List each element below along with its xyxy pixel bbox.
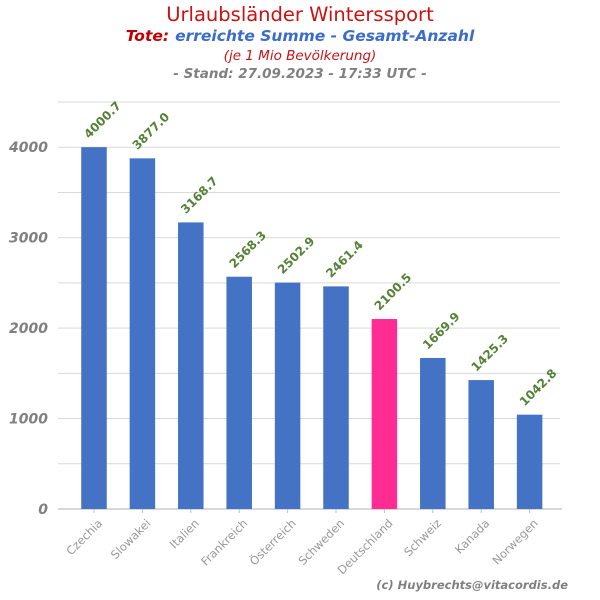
value-label-kanada: 1425.3 xyxy=(468,332,511,375)
category-label-oesterreich: Österreich xyxy=(245,515,298,568)
value-label-frankreich: 2568.3 xyxy=(226,228,269,271)
value-label-schweden: 2461.4 xyxy=(323,238,366,281)
value-label-deutschland: 2100.5 xyxy=(372,270,415,313)
subtitle-prefix: Tote: xyxy=(125,27,170,45)
category-label-czechia: Czechia xyxy=(63,516,105,558)
y-axis-label: 2000 xyxy=(9,321,48,337)
chart-title: Urlaubsländer Winterssport xyxy=(166,3,434,26)
value-label-czechia: 4000.7 xyxy=(81,99,124,142)
category-label-schweiz: Schweiz xyxy=(401,516,444,559)
bar-deutschland xyxy=(371,319,398,509)
category-label-frankreich: Frankreich xyxy=(198,516,250,568)
bar-kanada xyxy=(468,380,494,509)
chart-header: Urlaubsländer Winterssport Tote: erreicht… xyxy=(0,0,600,82)
value-label-norwegen: 1042.8 xyxy=(517,366,560,409)
category-label-kanada: Kanada xyxy=(452,516,492,556)
bar-italien xyxy=(178,222,204,509)
subtitle-note: (je 1 Mio Bevölkerung) xyxy=(223,48,377,64)
subtitle-main: erreichte Summe - Gesamt-Anzahl xyxy=(175,27,475,45)
bar-schweiz xyxy=(420,357,446,509)
bar-oesterreich xyxy=(274,282,301,509)
category-label-slowakei: Slowakei xyxy=(108,516,154,562)
chart-subtitle: Tote: erreichte Summe - Gesamt-Anzahl xyxy=(0,27,600,46)
y-axis-label: 4000 xyxy=(8,140,48,156)
bar-slowakei xyxy=(129,158,156,509)
category-label-norwegen: Norwegen xyxy=(489,516,540,567)
bar-czechia xyxy=(81,147,107,509)
category-label-italien: Italien xyxy=(167,516,202,551)
category-label-schweden: Schweden xyxy=(295,516,347,568)
bar-norwegen xyxy=(516,414,543,509)
y-axis-label: 1000 xyxy=(9,412,48,428)
value-label-oesterreich: 2502.9 xyxy=(275,234,318,277)
y-axis-label: 0 xyxy=(38,502,48,518)
y-axis-label: 3000 xyxy=(9,231,48,247)
bar-frankreich xyxy=(226,276,252,509)
value-label-schweiz: 1669.9 xyxy=(420,309,463,352)
copyright-credit: (c) Huybrechts@vitacordis.de xyxy=(376,578,568,592)
value-label-slowakei: 3877.0 xyxy=(130,110,173,153)
timestamp-line: - Stand: 27.09.2023 - 17:33 UTC - xyxy=(173,66,427,82)
bar-schweden xyxy=(323,286,349,509)
value-label-italien: 3168.7 xyxy=(178,174,221,217)
